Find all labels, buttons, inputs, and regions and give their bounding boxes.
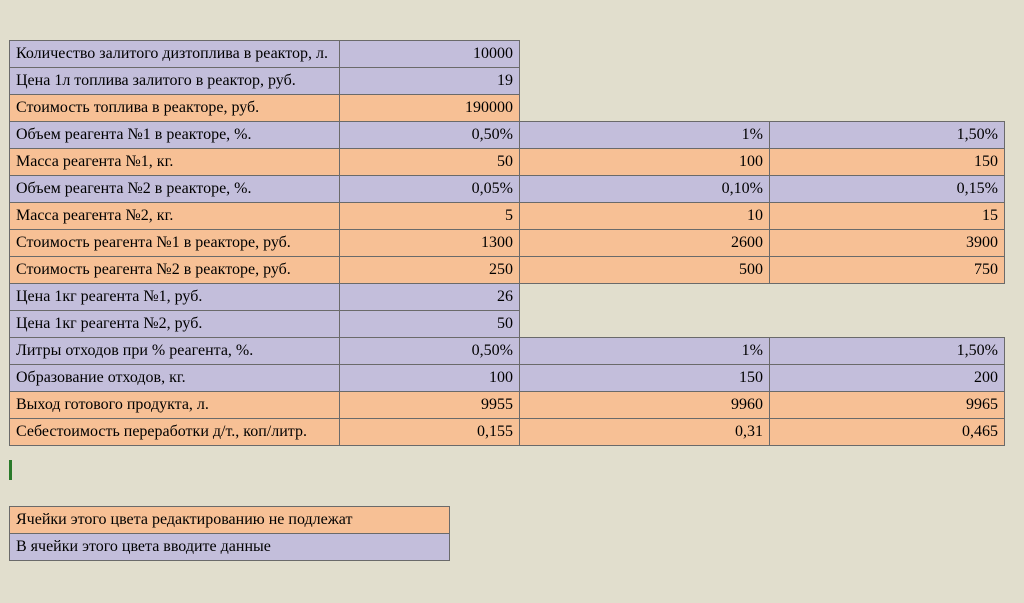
legend-locked-cell: Ячейки этого цвета редактированию не под… — [10, 507, 450, 534]
row-label: Стоимость топлива в реакторе, руб. — [10, 95, 340, 122]
value-cell[interactable]: 1% — [520, 122, 770, 149]
value-cell[interactable]: 0,155 — [340, 419, 520, 446]
value-cell[interactable]: 2600 — [520, 230, 770, 257]
spreadsheet-sheet: Количество залитого дизтоплива в реактор… — [0, 0, 1024, 561]
row-label: Себестоимость переработки д/т., коп/литр… — [10, 419, 340, 446]
value-cell[interactable]: 750 — [770, 257, 1005, 284]
empty-cell — [520, 41, 770, 68]
table-row: Себестоимость переработки д/т., коп/литр… — [10, 419, 1005, 446]
value-cell[interactable]: 3900 — [770, 230, 1005, 257]
value-cell[interactable]: 0,50% — [340, 122, 520, 149]
table-row: Цена 1кг реагента №1, руб.26 — [10, 284, 1005, 311]
value-cell[interactable]: 0,31 — [520, 419, 770, 446]
empty-cell — [520, 311, 770, 338]
row-label: Стоимость реагента №1 в реакторе, руб. — [10, 230, 340, 257]
value-cell[interactable]: 1300 — [340, 230, 520, 257]
value-cell[interactable]: 190000 — [340, 95, 520, 122]
empty-cell — [520, 68, 770, 95]
value-cell[interactable]: 0,10% — [520, 176, 770, 203]
value-cell[interactable]: 0,05% — [340, 176, 520, 203]
value-cell[interactable]: 100 — [520, 149, 770, 176]
value-cell[interactable]: 19 — [340, 68, 520, 95]
value-cell[interactable]: 250 — [340, 257, 520, 284]
table-row: Количество залитого дизтоплива в реактор… — [10, 41, 1005, 68]
row-label: Стоимость реагента №2 в реакторе, руб. — [10, 257, 340, 284]
value-cell[interactable]: 100 — [340, 365, 520, 392]
row-label: Объем реагента №2 в реакторе, %. — [10, 176, 340, 203]
value-cell[interactable]: 200 — [770, 365, 1005, 392]
table-row: Выход готового продукта, л.995599609965 — [10, 392, 1005, 419]
value-cell[interactable]: 150 — [770, 149, 1005, 176]
value-cell[interactable]: 150 — [520, 365, 770, 392]
empty-cell — [520, 284, 770, 311]
table-row: Объем реагента №2 в реакторе, %.0,05%0,1… — [10, 176, 1005, 203]
table-row: Масса реагента №1, кг.50100150 — [10, 149, 1005, 176]
value-cell[interactable]: 5 — [340, 203, 520, 230]
table-row: Образование отходов, кг.100150200 — [10, 365, 1005, 392]
value-cell[interactable]: 0,15% — [770, 176, 1005, 203]
calculation-table: Количество залитого дизтоплива в реактор… — [9, 40, 1005, 446]
empty-cell — [520, 95, 770, 122]
legend-editable-cell: В ячейки этого цвета вводите данные — [10, 534, 450, 561]
table-row: Цена 1л топлива залитого в реактор, руб.… — [10, 68, 1005, 95]
table-row: Стоимость топлива в реакторе, руб.190000 — [10, 95, 1005, 122]
value-cell[interactable]: 0,50% — [340, 338, 520, 365]
value-cell[interactable]: 1,50% — [770, 338, 1005, 365]
value-cell[interactable]: 50 — [340, 311, 520, 338]
row-label: Масса реагента №1, кг. — [10, 149, 340, 176]
legend-table: Ячейки этого цвета редактированию не под… — [9, 506, 450, 561]
value-cell[interactable]: 9965 — [770, 392, 1005, 419]
empty-cell — [770, 284, 1005, 311]
table-row: Объем реагента №1 в реакторе, %.0,50%1%1… — [10, 122, 1005, 149]
empty-cell — [770, 311, 1005, 338]
empty-cell — [770, 95, 1005, 122]
value-cell[interactable]: 15 — [770, 203, 1005, 230]
value-cell[interactable]: 9960 — [520, 392, 770, 419]
row-label: Цена 1кг реагента №2, руб. — [10, 311, 340, 338]
value-cell[interactable]: 26 — [340, 284, 520, 311]
table-row: Литры отходов при % реагента, %.0,50%1%1… — [10, 338, 1005, 365]
value-cell[interactable]: 9955 — [340, 392, 520, 419]
row-label: Количество залитого дизтоплива в реактор… — [10, 41, 340, 68]
value-cell[interactable]: 0,465 — [770, 419, 1005, 446]
value-cell[interactable]: 50 — [340, 149, 520, 176]
empty-cell — [770, 41, 1005, 68]
row-label: Образование отходов, кг. — [10, 365, 340, 392]
value-cell[interactable]: 10 — [520, 203, 770, 230]
row-label: Цена 1л топлива залитого в реактор, руб. — [10, 68, 340, 95]
empty-cell — [770, 68, 1005, 95]
row-label: Литры отходов при % реагента, %. — [10, 338, 340, 365]
value-cell[interactable]: 1,50% — [770, 122, 1005, 149]
value-cell[interactable]: 500 — [520, 257, 770, 284]
table-row: Цена 1кг реагента №2, руб.50 — [10, 311, 1005, 338]
row-label: Цена 1кг реагента №1, руб. — [10, 284, 340, 311]
table-row: Масса реагента №2, кг.51015 — [10, 203, 1005, 230]
row-label: Объем реагента №1 в реакторе, %. — [10, 122, 340, 149]
row-label: Масса реагента №2, кг. — [10, 203, 340, 230]
text-cursor — [9, 460, 12, 480]
value-cell[interactable]: 1% — [520, 338, 770, 365]
value-cell[interactable]: 10000 — [340, 41, 520, 68]
row-label: Выход готового продукта, л. — [10, 392, 340, 419]
table-row: Стоимость реагента №1 в реакторе, руб.13… — [10, 230, 1005, 257]
table-row: Стоимость реагента №2 в реакторе, руб.25… — [10, 257, 1005, 284]
